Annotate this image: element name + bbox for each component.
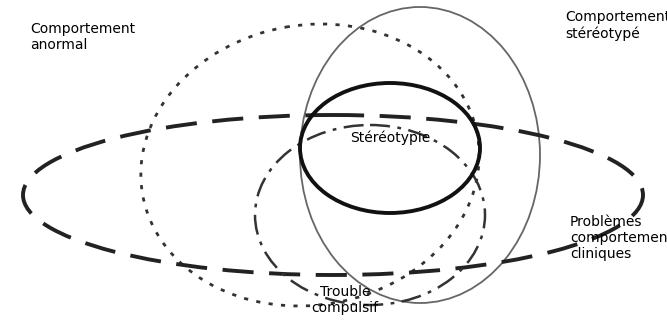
Text: Problèmes
comportementaux
cliniques: Problèmes comportementaux cliniques xyxy=(570,215,667,261)
Text: Comportement
anormal: Comportement anormal xyxy=(30,22,135,52)
Text: Comportement
stéréotypé: Comportement stéréotypé xyxy=(565,10,667,41)
Text: Stéréotypie: Stéréotypie xyxy=(350,131,430,145)
Text: Trouble
compulsif: Trouble compulsif xyxy=(311,285,379,315)
